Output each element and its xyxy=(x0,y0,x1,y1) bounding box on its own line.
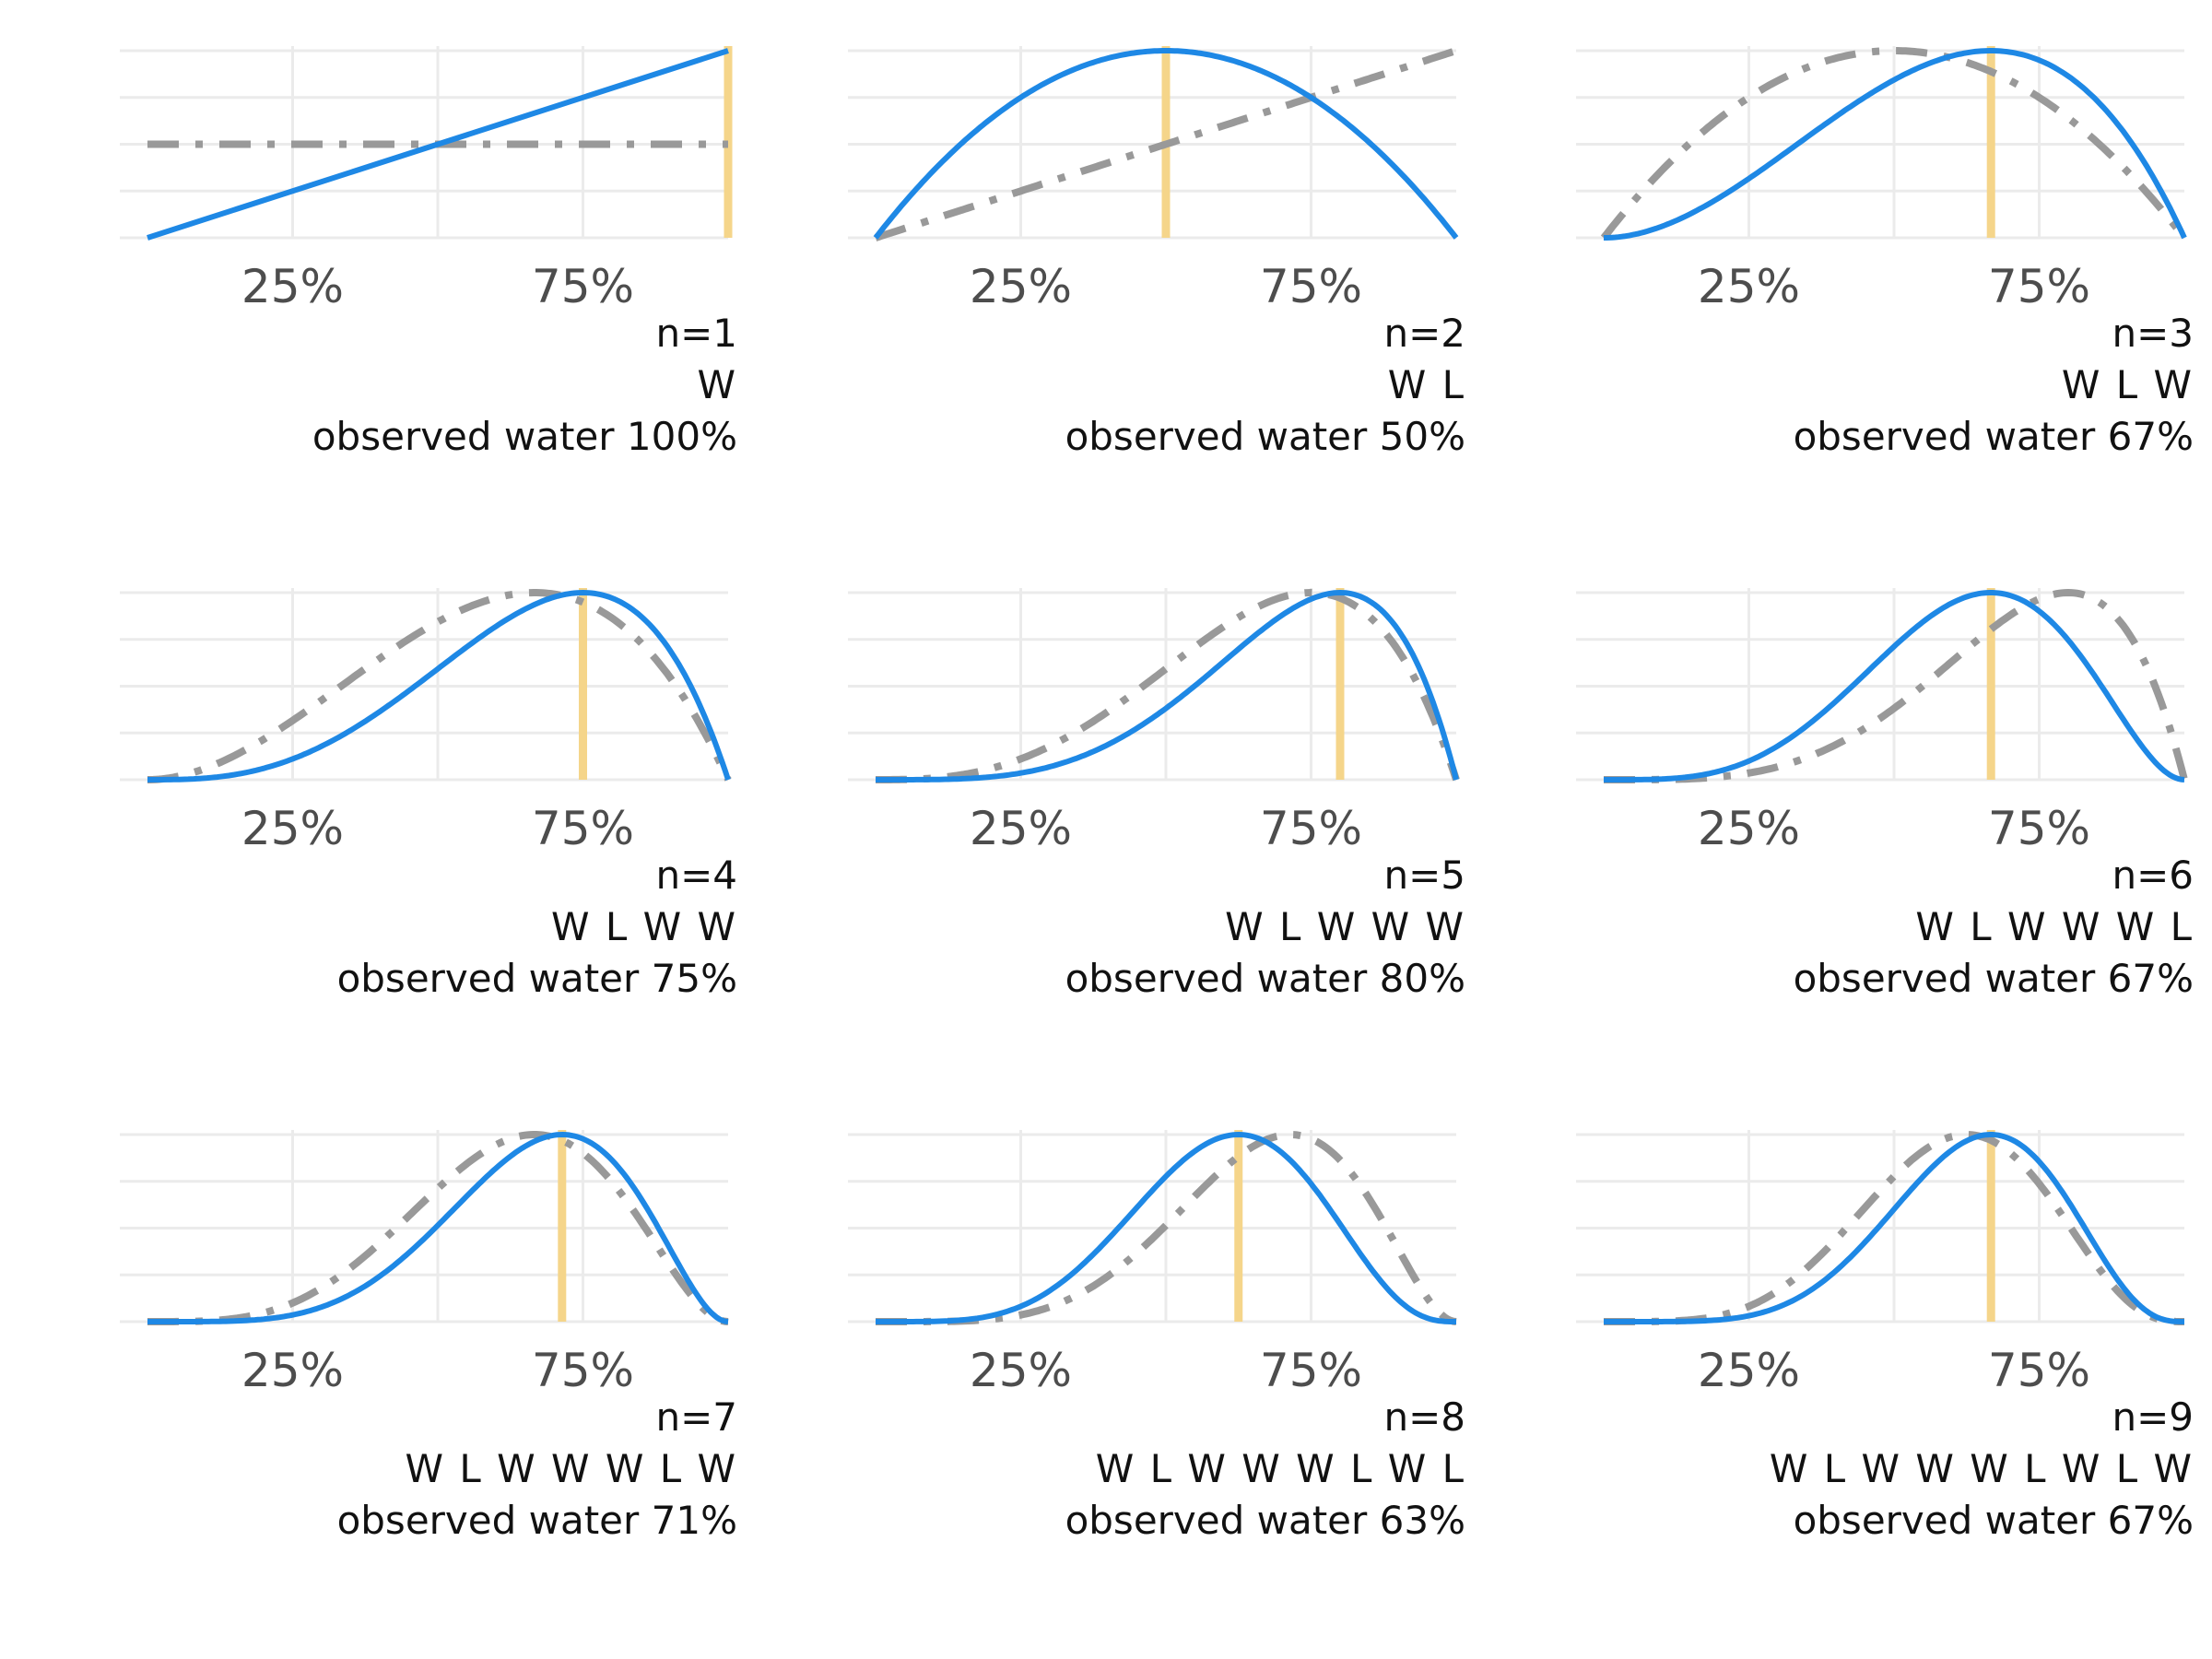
panel-5: 25% 75% n=5 W L W W W observed water 80% xyxy=(728,542,1465,1084)
sequence-label: W L xyxy=(1387,362,1465,407)
panel-plot: 25% 75% xyxy=(848,46,1459,313)
x-tick-label: 25% xyxy=(970,260,1072,313)
observed-label: observed water 71% xyxy=(336,1498,737,1543)
n-label: n=6 xyxy=(2112,853,2194,898)
x-tick-label: 75% xyxy=(1988,802,2090,855)
posterior-curve xyxy=(1604,590,2185,782)
n-label: n=7 xyxy=(655,1394,737,1440)
n-label: n=8 xyxy=(1383,1394,1465,1440)
prior-curve xyxy=(147,589,732,783)
x-tick-label: 75% xyxy=(532,802,634,855)
panel-4: 25% 75% n=4 W L W W observed water 75% xyxy=(0,542,737,1084)
panel-plot: 25% 75% xyxy=(120,1130,729,1397)
n-label: n=2 xyxy=(1383,311,1465,356)
sequence-label: W L W W xyxy=(550,904,737,949)
x-tick-label: 25% xyxy=(970,1344,1072,1397)
x-tick-label: 75% xyxy=(1260,260,1362,313)
x-tick-label: 75% xyxy=(1260,802,1362,855)
observed-label: observed water 75% xyxy=(336,956,737,1001)
panel-2: 25% 75% n=2 W L observed water 50% xyxy=(728,0,1465,542)
prior-curve xyxy=(1604,588,2188,783)
x-tick-label: 25% xyxy=(1698,1344,1800,1397)
posterior-curve xyxy=(1604,48,2187,241)
x-tick-label: 25% xyxy=(241,260,344,313)
x-tick-label: 25% xyxy=(241,1344,344,1397)
sequence-label: W L W W W L W L W xyxy=(1769,1446,2194,1491)
x-tick-label: 25% xyxy=(1698,260,1800,313)
sequence-label: W L W W W xyxy=(1225,904,1465,949)
x-tick-label: 75% xyxy=(1988,1344,2090,1397)
observed-label: observed water 67% xyxy=(1793,1498,2194,1543)
panel-7: 25% 75% n=7 W L W W W L W observed water 71% xyxy=(0,1084,737,1626)
panel-plot: 25% 75% xyxy=(1576,46,2188,313)
sequence-label: W L W xyxy=(2061,362,2194,407)
observed-label: observed water 50% xyxy=(1065,414,1465,459)
observed-label: observed water 67% xyxy=(1793,956,2194,1001)
prior-curve xyxy=(147,1131,729,1325)
sequence-label: W L W W W L xyxy=(1915,904,2194,949)
n-label: n=4 xyxy=(655,853,737,898)
sequence-label: W xyxy=(697,362,737,407)
posterior-curve xyxy=(873,48,1459,240)
posterior-curve xyxy=(876,1131,1456,1324)
panel-plot: 25% 75% xyxy=(1576,1130,2184,1397)
n-label: n=3 xyxy=(2112,311,2194,356)
x-tick-label: 25% xyxy=(1698,802,1800,855)
x-tick-label: 75% xyxy=(1988,260,2090,313)
n-label: n=9 xyxy=(2112,1394,2194,1440)
panel-plot: 25% 75% xyxy=(120,588,732,855)
posterior-curve xyxy=(147,1131,729,1324)
sequence-label: W L W W W L W xyxy=(405,1446,737,1491)
observed-label: observed water 63% xyxy=(1065,1498,1465,1543)
sequence-label: W L W W W L W L xyxy=(1095,1446,1465,1491)
panel-plot: 25% 75% xyxy=(848,588,1460,855)
posterior-curve xyxy=(147,589,731,782)
observed-label: observed water 80% xyxy=(1065,956,1465,1001)
n-label: n=5 xyxy=(1383,853,1465,898)
panel-plot: 25% 75% xyxy=(1576,588,2188,855)
x-tick-label: 75% xyxy=(532,260,634,313)
x-tick-label: 25% xyxy=(241,802,344,855)
panel-plot: 25% 75% xyxy=(848,1130,1457,1397)
prior-curve xyxy=(876,588,1460,783)
x-tick-label: 75% xyxy=(1260,1344,1362,1397)
x-tick-label: 75% xyxy=(532,1344,634,1397)
x-tick-label: 25% xyxy=(970,802,1072,855)
prior-curve xyxy=(874,47,1458,241)
posterior-curve xyxy=(876,589,1459,782)
observed-label: observed water 100% xyxy=(312,414,737,459)
n-label: n=1 xyxy=(655,311,737,356)
panel-3: 25% 75% n=3 W L W observed water 67% xyxy=(1456,0,2194,542)
observed-label: observed water 67% xyxy=(1793,414,2194,459)
panel-plot: 25% 75% xyxy=(120,46,733,313)
panel-6: 25% 75% n=6 W L W W W L observed water 67% xyxy=(1456,542,2194,1084)
panel-8: 25% 75% n=8 W L W W W L W L observed water 6… xyxy=(728,1084,1465,1626)
posterior-curve xyxy=(1604,1132,2184,1324)
posterior-curve xyxy=(147,48,729,241)
panel-9: 25% 75% n=9 W L W W W L W L W observed water… xyxy=(1456,1084,2194,1626)
